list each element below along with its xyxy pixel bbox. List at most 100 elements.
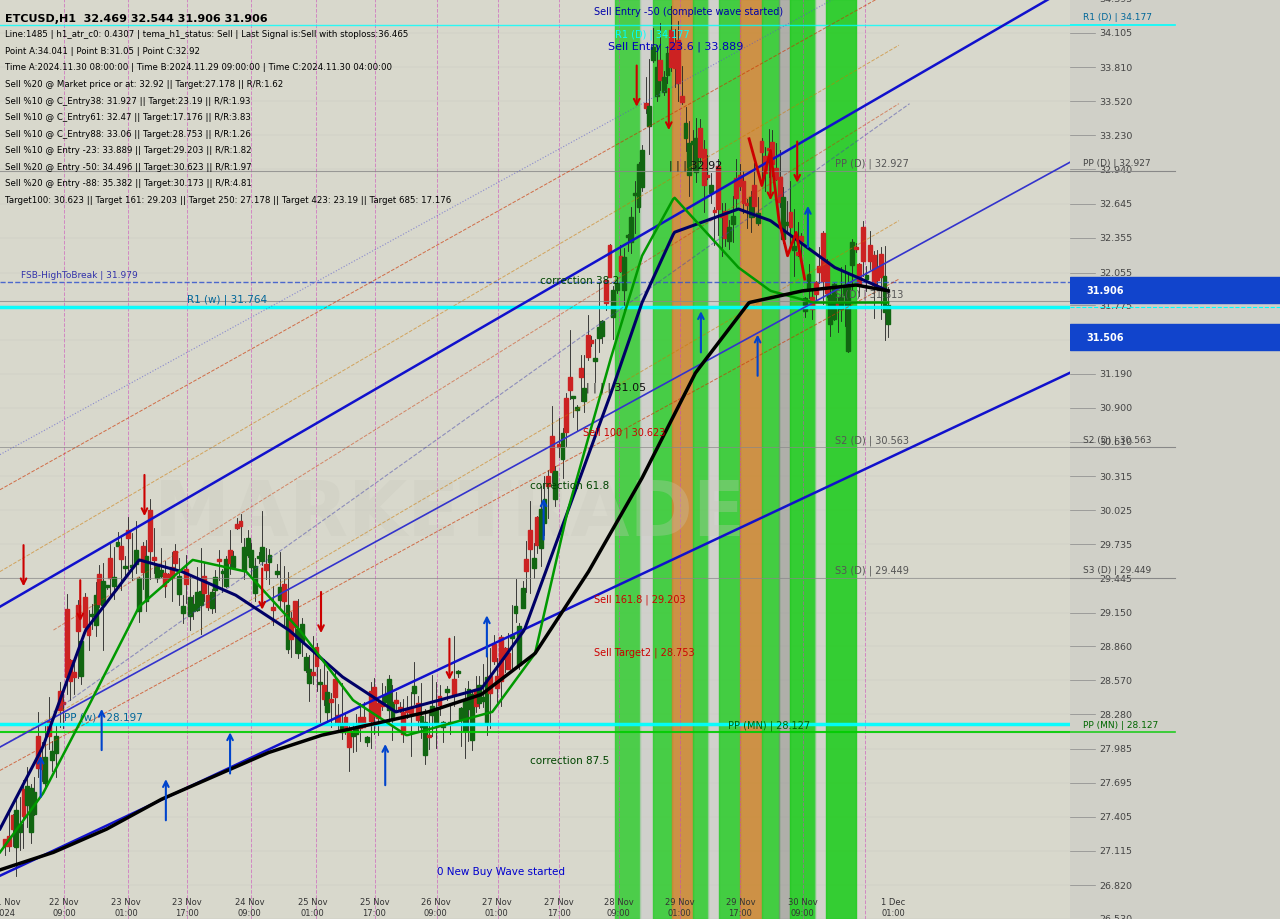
Bar bbox=[719, 215, 723, 218]
Bar bbox=[691, 142, 695, 144]
Bar bbox=[535, 517, 539, 545]
Bar bbox=[141, 547, 145, 573]
Bar bbox=[547, 477, 550, 486]
Bar bbox=[517, 626, 521, 665]
Bar bbox=[883, 277, 887, 312]
Text: | | | 32.92: | | | 32.92 bbox=[668, 160, 722, 171]
Bar bbox=[174, 551, 178, 563]
Bar bbox=[383, 696, 387, 702]
Bar bbox=[180, 606, 184, 613]
Bar bbox=[579, 369, 582, 378]
Bar bbox=[445, 689, 449, 692]
Bar bbox=[293, 602, 297, 627]
Bar bbox=[343, 718, 347, 729]
Bar bbox=[477, 685, 481, 703]
Bar bbox=[148, 510, 152, 551]
Bar bbox=[355, 729, 358, 734]
Bar bbox=[133, 550, 137, 564]
Bar bbox=[614, 283, 618, 290]
Text: R1 (w) | 31.764: R1 (w) | 31.764 bbox=[187, 295, 268, 305]
Bar bbox=[763, 156, 767, 174]
Bar bbox=[785, 223, 788, 225]
Text: | | | | 31.05: | | | | 31.05 bbox=[586, 382, 646, 392]
Bar bbox=[105, 585, 109, 588]
Bar bbox=[719, 0, 741, 919]
Bar bbox=[644, 104, 648, 109]
Bar bbox=[684, 124, 687, 140]
Text: Sell Entry -50 (complete wave started): Sell Entry -50 (complete wave started) bbox=[594, 7, 783, 17]
Text: Sell 100 | 30.623: Sell 100 | 30.623 bbox=[584, 427, 666, 437]
Bar bbox=[695, 139, 699, 173]
Text: correction 87.5: correction 87.5 bbox=[530, 754, 609, 765]
Bar bbox=[315, 648, 319, 666]
Bar bbox=[648, 107, 652, 127]
Bar bbox=[170, 568, 174, 578]
Bar bbox=[216, 559, 220, 562]
Bar bbox=[260, 548, 264, 562]
Text: 27.695: 27.695 bbox=[1100, 778, 1133, 788]
Bar bbox=[369, 691, 372, 721]
Bar bbox=[119, 547, 123, 560]
Bar bbox=[424, 722, 428, 754]
Bar bbox=[380, 702, 384, 707]
Bar bbox=[91, 614, 95, 617]
Bar bbox=[442, 722, 445, 727]
Bar bbox=[741, 182, 745, 204]
Bar bbox=[762, 0, 780, 919]
Bar bbox=[14, 811, 18, 847]
Bar bbox=[507, 652, 511, 669]
Bar bbox=[653, 0, 672, 919]
Bar bbox=[36, 736, 40, 768]
Bar bbox=[529, 530, 532, 550]
Text: PP (MN) | 28.127: PP (MN) | 28.127 bbox=[727, 720, 810, 730]
Bar bbox=[337, 716, 340, 722]
Bar bbox=[303, 657, 307, 671]
Bar bbox=[365, 737, 369, 743]
Bar bbox=[672, 0, 694, 919]
Bar bbox=[741, 0, 762, 919]
Bar bbox=[434, 709, 438, 723]
Bar bbox=[408, 708, 412, 714]
Bar bbox=[488, 676, 492, 693]
Text: 23 Nov
17:00: 23 Nov 17:00 bbox=[173, 897, 202, 916]
Bar bbox=[289, 618, 293, 640]
Bar bbox=[759, 142, 763, 153]
Bar bbox=[452, 679, 456, 696]
Bar bbox=[593, 358, 596, 361]
Bar bbox=[329, 699, 333, 702]
Bar bbox=[840, 298, 844, 310]
Bar bbox=[713, 210, 717, 213]
Bar bbox=[83, 597, 87, 628]
Text: 27 Nov
17:00: 27 Nov 17:00 bbox=[544, 897, 573, 916]
Text: 28.860: 28.860 bbox=[1100, 642, 1133, 652]
Text: S3 (D) | 29.449: S3 (D) | 29.449 bbox=[835, 565, 909, 575]
Text: Line:1485 | h1_atr_c0: 0.4307 | tema_h1_status: Sell | Last Signal is:Sell with : Line:1485 | h1_atr_c0: 0.4307 | tema_h1_… bbox=[5, 30, 408, 40]
Bar bbox=[826, 0, 856, 919]
Bar bbox=[872, 255, 876, 286]
Bar bbox=[858, 265, 861, 285]
Bar bbox=[850, 243, 854, 266]
Bar bbox=[111, 577, 115, 586]
Bar bbox=[268, 555, 271, 562]
Bar bbox=[358, 718, 362, 728]
Bar bbox=[448, 722, 452, 725]
Bar bbox=[640, 151, 644, 187]
Bar bbox=[731, 217, 735, 224]
Bar bbox=[503, 649, 507, 660]
Bar bbox=[824, 262, 828, 294]
Text: 33.810: 33.810 bbox=[1100, 63, 1133, 73]
Bar bbox=[109, 558, 113, 579]
Bar bbox=[796, 253, 800, 255]
Bar bbox=[680, 97, 684, 103]
Bar bbox=[539, 509, 543, 548]
Bar bbox=[622, 258, 626, 290]
Bar bbox=[771, 143, 774, 165]
Bar bbox=[806, 275, 810, 290]
Text: 31.190: 31.190 bbox=[1100, 370, 1133, 379]
Text: 27 Nov
01:00: 27 Nov 01:00 bbox=[481, 897, 512, 916]
Bar bbox=[781, 199, 785, 239]
Bar bbox=[416, 703, 420, 720]
Text: Sell %10 @ C_Entry38: 31.927 || Target:23.19 || R/R:1.93: Sell %10 @ C_Entry38: 31.927 || Target:2… bbox=[5, 96, 251, 106]
Bar bbox=[76, 606, 79, 631]
Text: PP (D) | 32.927: PP (D) | 32.927 bbox=[835, 159, 909, 169]
